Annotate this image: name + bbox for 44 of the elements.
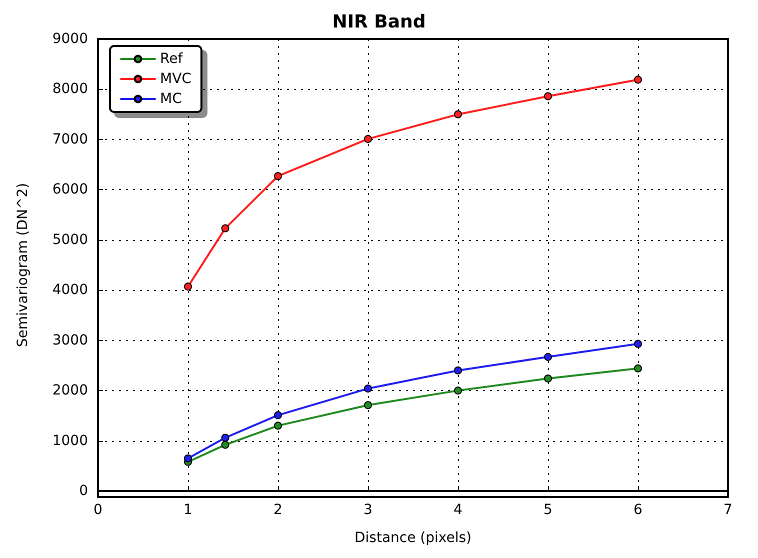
- point: [454, 366, 462, 374]
- point: [364, 401, 372, 410]
- y-axis-title: Semivariogram (DN^2): [15, 182, 31, 348]
- x-tick-label: 2: [274, 502, 282, 518]
- x-tick-label: 5: [544, 502, 552, 518]
- y-tick-label: 3000: [52, 332, 88, 348]
- point: [184, 454, 192, 462]
- x-tick-label: 1: [184, 502, 192, 518]
- y-tick-label: 0: [79, 483, 88, 499]
- y-tick-label: 4000: [52, 282, 88, 298]
- point: [364, 134, 372, 143]
- legend-label: Ref: [160, 51, 184, 67]
- x-tick-label: 3: [364, 502, 372, 518]
- point: [184, 282, 192, 291]
- x-axis-title: Distance (pixels): [354, 530, 472, 546]
- x-tick-label: 7: [724, 502, 732, 518]
- y-tick-label: 1000: [52, 432, 88, 449]
- point: [634, 364, 642, 372]
- point: [221, 440, 230, 449]
- y-tick-label: 8000: [52, 81, 88, 98]
- y-tick-label: 9000: [52, 31, 88, 47]
- point: [454, 110, 462, 118]
- point: [364, 384, 372, 393]
- point: [454, 386, 462, 395]
- x-tick-label: 4: [454, 502, 463, 518]
- point: [221, 224, 230, 232]
- point: [274, 411, 282, 420]
- legend-label: MVC: [160, 71, 192, 87]
- point: [274, 172, 282, 180]
- point: [544, 92, 552, 100]
- y-tick-label: 6000: [52, 182, 88, 198]
- point: [544, 374, 552, 382]
- point: [634, 340, 642, 348]
- y-tick-label: 7000: [52, 131, 88, 148]
- point: [634, 76, 642, 84]
- x-tick-label: 6: [634, 502, 643, 518]
- chart-title: NIR Band: [332, 12, 426, 32]
- legend-label: MC: [160, 91, 182, 107]
- y-tick-label: 5000: [52, 232, 88, 248]
- y-tick-label: 2000: [52, 382, 88, 399]
- x-tick-label: 0: [94, 502, 102, 518]
- point: [274, 422, 282, 430]
- point: [544, 352, 552, 361]
- point: [221, 434, 230, 442]
